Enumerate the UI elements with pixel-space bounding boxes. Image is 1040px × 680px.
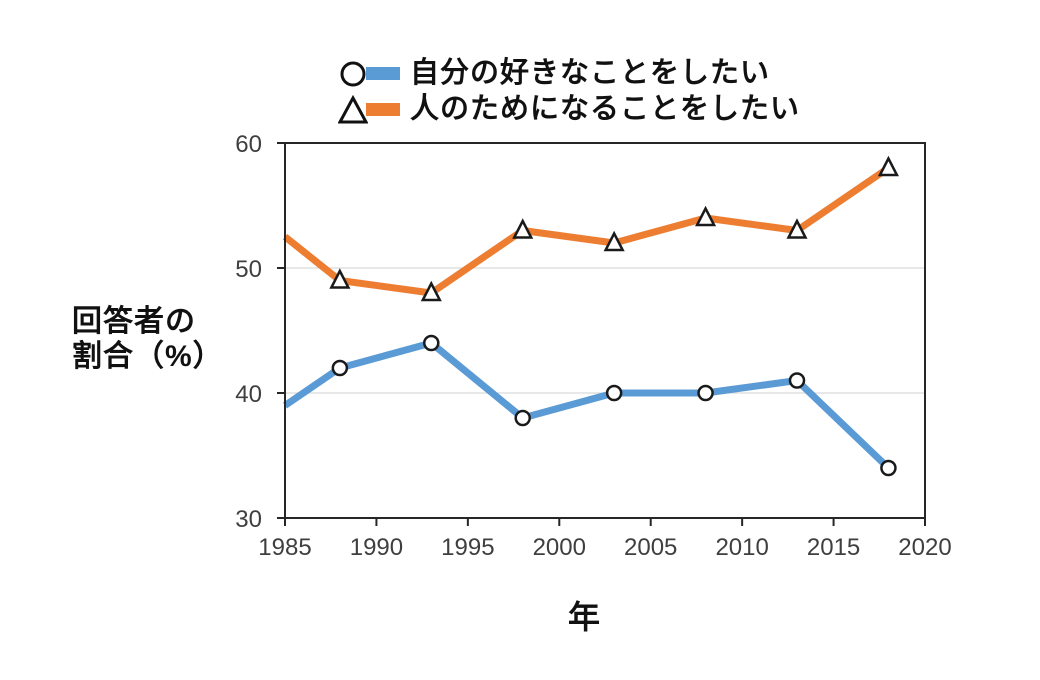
legend-swatch: [366, 103, 400, 116]
y-tick-label: 60: [235, 131, 262, 158]
series-line: [283, 339, 891, 471]
legend-swatch: [366, 67, 400, 80]
x-tick-label: 1985: [258, 534, 311, 561]
y-tick-label: 30: [235, 506, 262, 533]
x-tick-label: 1990: [350, 534, 403, 561]
legend-label: 自分の好きなことをしたい: [410, 57, 771, 89]
legend-item-for-others: 人のためになることをしたい: [338, 92, 800, 127]
data-point-marker: [329, 268, 351, 289]
x-tick-label: 2000: [533, 534, 586, 561]
legend: 自分の好きなことをしたい 人のためになることをしたい: [338, 56, 800, 127]
legend-label: 人のためになることをしたい: [410, 93, 801, 125]
data-point-marker: [512, 218, 534, 239]
x-axis-title: 年: [567, 599, 601, 635]
data-point-marker: [697, 384, 714, 402]
y-axis-title-line1: 回答者の: [72, 305, 196, 338]
x-tick-label: 2010: [715, 534, 768, 561]
x-tick-label: 2015: [807, 534, 860, 561]
data-point-marker: [880, 459, 897, 477]
y-tick-label: 50: [235, 256, 262, 283]
y-axis-title: 回答者の 割合（%）: [72, 304, 224, 374]
data-point-marker: [514, 409, 531, 427]
triangle-marker-icon: [338, 94, 368, 123]
y-tick-label: 40: [235, 381, 262, 408]
data-point-marker: [605, 384, 623, 402]
data-point-marker: [420, 280, 442, 302]
data-point-marker: [788, 372, 806, 389]
data-point-marker: [695, 205, 717, 227]
plot-frame: [284, 142, 926, 519]
data-point-marker: [603, 230, 625, 252]
data-point-marker: [423, 334, 440, 352]
x-tick-label: 2020: [898, 534, 951, 561]
x-tick-label: 1995: [441, 534, 494, 561]
data-point-marker: [877, 155, 899, 177]
x-tick-label: 2005: [624, 534, 677, 561]
legend-item-like-to-do: 自分の好きなことをしたい: [338, 56, 800, 91]
circle-marker-icon: [340, 61, 366, 86]
series-line: [282, 165, 891, 297]
data-point-marker: [786, 218, 808, 239]
y-axis-title-line2: 割合（%）: [72, 340, 224, 373]
data-point-marker: [331, 359, 349, 377]
